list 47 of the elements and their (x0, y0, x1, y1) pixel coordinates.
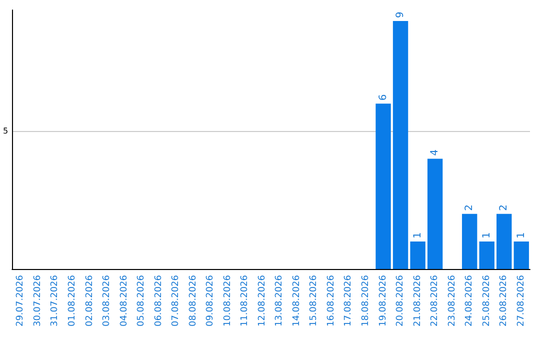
bar (427, 158, 443, 269)
bar (392, 21, 408, 269)
x-tick-label: 12.08.2026 (257, 274, 268, 327)
data-label: 2 (464, 204, 476, 211)
x-tick-label: 05.08.2026 (136, 274, 147, 327)
bar (462, 214, 478, 269)
data-label: 1 (481, 232, 492, 238)
data-label: 1 (412, 232, 424, 238)
data-label: 2 (498, 204, 510, 211)
x-tick-label: 27.08.2026 (516, 274, 526, 327)
x-tick-label: 18.08.2026 (360, 274, 371, 327)
data-label: 6 (378, 94, 389, 101)
bar (376, 104, 391, 269)
x-tick-label: 09.08.2026 (206, 274, 216, 327)
x-tick-label: 24.08.2026 (464, 274, 475, 327)
x-tick-label: 14.08.2026 (292, 274, 302, 327)
bar (410, 241, 426, 269)
data-label: 4 (430, 149, 441, 156)
x-tick-label: 03.08.2026 (102, 274, 112, 327)
x-tick-label: 06.08.2026 (154, 274, 164, 327)
x-tick-label: 13.08.2026 (274, 274, 285, 327)
bar (479, 241, 494, 269)
x-tick-label: 31.07.2026 (50, 274, 60, 327)
x-tick-label: 17.08.2026 (344, 274, 354, 327)
x-tick-label: 07.08.2026 (171, 274, 182, 327)
data-label: 1 (516, 232, 527, 238)
x-tick-label: 08.08.2026 (188, 274, 198, 327)
x-tick-label: 04.08.2026 (119, 274, 130, 327)
x-tick-label: 15.08.2026 (309, 274, 320, 327)
x-tick-label: 19.08.2026 (378, 274, 388, 327)
x-tick-label: 21.08.2026 (412, 274, 423, 327)
x-tick-label: 10.08.2026 (222, 274, 233, 327)
bar (496, 214, 512, 269)
bar (514, 241, 529, 269)
x-tick-label: 20.08.2026 (396, 274, 406, 327)
x-tick-label: 25.08.2026 (482, 274, 492, 327)
y-tick-label: 5 (2, 126, 8, 136)
x-tick-label: 26.08.2026 (499, 274, 510, 327)
x-tick-label: 22.08.2026 (430, 274, 440, 327)
x-tick-label: 29.07.2026 (16, 274, 26, 327)
x-tick-label: 16.08.2026 (326, 274, 336, 327)
x-tick-label: 02.08.2026 (84, 274, 95, 327)
data-label: 9 (395, 12, 406, 18)
x-tick-label: 30.07.2026 (32, 274, 43, 327)
x-tick-label: 23.08.2026 (447, 274, 458, 327)
x-tick-label: 11.08.2026 (240, 274, 250, 327)
x-tick-label: 01.08.2026 (68, 274, 78, 327)
